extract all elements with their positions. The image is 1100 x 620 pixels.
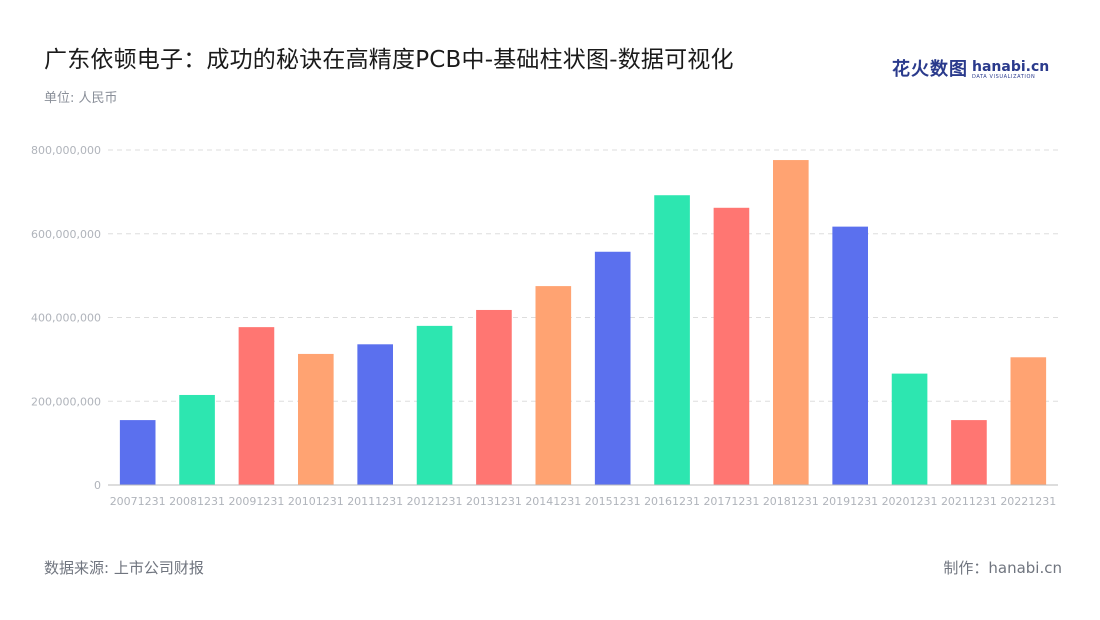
- x-tick-label: 20111231: [347, 495, 403, 508]
- unit-label: 单位: 人民币: [44, 91, 118, 106]
- x-tick-label: 20151231: [585, 495, 641, 508]
- logo-en-sub: DATA VISUALIZATION: [972, 74, 1036, 80]
- x-axis-ticks: 20071231 20081231 20091231 20101231 20111231…: [110, 495, 1057, 508]
- x-tick-label: 20101231: [288, 495, 344, 508]
- x-tick-label: 20141231: [525, 495, 581, 508]
- logo-en-text: hanabi.cn: [972, 59, 1050, 75]
- y-tick-label: 0: [94, 479, 101, 492]
- x-tick-label: 20191231: [822, 495, 878, 508]
- y-tick-label: 200,000,000: [31, 395, 101, 408]
- bar-20121231[interactable]: [416, 325, 453, 485]
- bar-20101231[interactable]: [298, 353, 334, 485]
- logo-en-block: hanabi.cn DATA VISUALIZATION: [972, 60, 1049, 80]
- data-source: 数据来源: 上市公司财报: [44, 559, 204, 577]
- logo-cn-text: 花火数图: [892, 59, 968, 80]
- x-tick-label: 20071231: [110, 495, 166, 508]
- y-tick-label: 800,000,000: [31, 144, 101, 157]
- x-tick-label: 20161231: [644, 495, 700, 508]
- x-tick-label: 20121231: [407, 495, 463, 508]
- bar-20201231[interactable]: [891, 373, 928, 485]
- bars: [119, 160, 1047, 486]
- bar-20111231[interactable]: [357, 344, 393, 485]
- bar-20071231[interactable]: [119, 420, 156, 485]
- bar-20091231[interactable]: [238, 327, 275, 485]
- x-tick-label: 20131231: [466, 495, 522, 508]
- y-tick-label: 400,000,000: [31, 312, 101, 325]
- x-tick-label: 20091231: [228, 495, 284, 508]
- x-tick-label: 20221231: [1000, 495, 1056, 508]
- bar-20081231[interactable]: [179, 394, 215, 485]
- y-axis-ticks: 0 200,000,000 400,000,000 600,000,000 800,00…: [31, 144, 101, 492]
- brand-logo[interactable]: 花火数图 hanabi.cn DATA VISUALIZATION: [892, 60, 1049, 80]
- chart-title: 广东依顿电子：成功的秘诀在高精度PCB中-基础柱状图-数据可视化: [44, 47, 734, 73]
- bar-20141231[interactable]: [535, 286, 572, 485]
- bar-20151231[interactable]: [594, 251, 631, 485]
- y-tick-label: 600,000,000: [31, 228, 101, 241]
- x-tick-label: 20201231: [882, 495, 938, 508]
- x-tick-label: 20181231: [763, 495, 819, 508]
- bar-20161231[interactable]: [654, 195, 690, 485]
- x-tick-label: 20081231: [169, 495, 225, 508]
- x-tick-label: 20171231: [703, 495, 759, 508]
- bar-20191231[interactable]: [832, 226, 868, 485]
- bar-20221231[interactable]: [1010, 357, 1047, 485]
- x-tick-label: 20211231: [941, 495, 997, 508]
- bar-20131231[interactable]: [476, 309, 512, 485]
- bar-20181231[interactable]: [773, 160, 809, 486]
- credit-link[interactable]: 制作：hanabi.cn: [943, 559, 1062, 577]
- bar-20171231[interactable]: [713, 207, 750, 485]
- bar-20211231[interactable]: [951, 420, 987, 485]
